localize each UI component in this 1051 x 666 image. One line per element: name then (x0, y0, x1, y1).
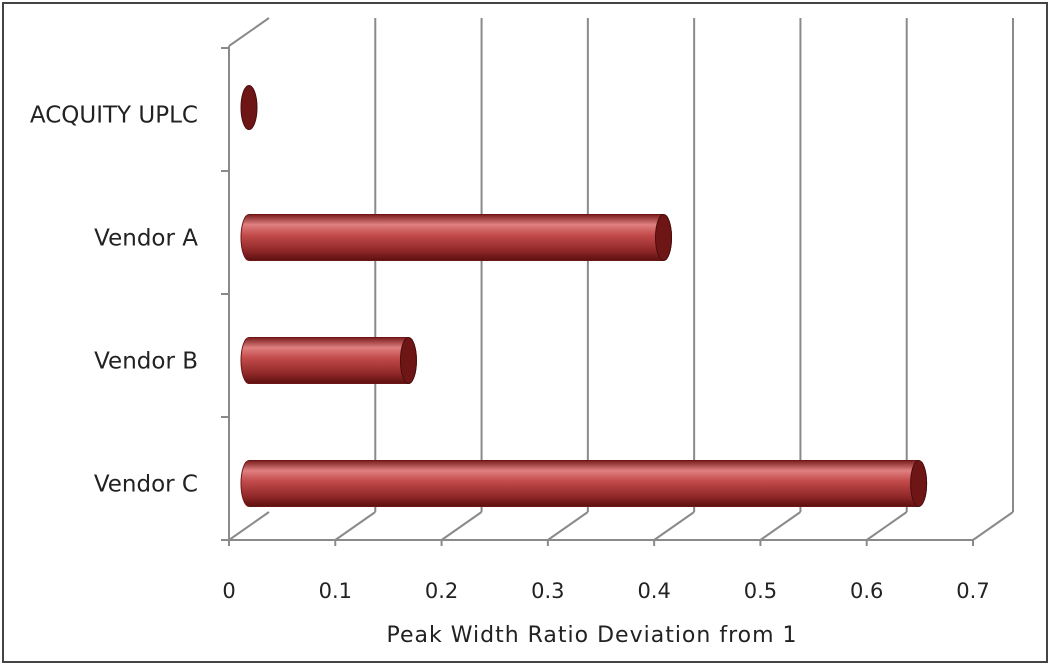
floor-gridline (759, 511, 802, 541)
bar-body (240, 337, 417, 384)
x-tick-label: 0.4 (637, 579, 670, 603)
x-tick-label: 0.1 (319, 579, 352, 603)
floor-gridline (547, 511, 589, 541)
floor-gridline (440, 511, 483, 541)
bar (240, 337, 417, 384)
x-axis-title: Peak Width Ratio Deviation from 1 (386, 623, 797, 648)
bar-body (240, 460, 928, 507)
category-label: Vendor B (94, 349, 198, 375)
floor-gridline (334, 511, 376, 541)
bar (240, 214, 673, 261)
left-wall-top-edge (228, 17, 270, 47)
x-tick-label: 0.6 (850, 579, 883, 603)
labels-layer: 0 0.1 0.2 0.3 0.4 0.5 0.6 0.7 ACQUITY UPLC Vendor… (30, 103, 990, 604)
x-tick-label: 0.2 (425, 579, 458, 603)
bars-layer (240, 85, 928, 507)
bar-end-cap (655, 214, 673, 261)
x-tick-label: 0.7 (956, 579, 989, 603)
bar-body (240, 214, 672, 261)
floor-gridline (228, 511, 270, 541)
bar (240, 85, 258, 130)
bar-end-cap (910, 460, 928, 507)
grid-layer (221, 17, 1014, 546)
floor-gridline (972, 511, 1014, 541)
category-label: Vendor C (94, 472, 198, 498)
x-tick-label: 0 (222, 579, 235, 603)
x-tick-label: 0.3 (531, 579, 564, 603)
category-label: ACQUITY UPLC (30, 103, 198, 129)
floor-gridline (866, 511, 908, 541)
bar-end-cap (240, 85, 258, 130)
x-tick-label: 0.5 (744, 579, 777, 603)
bar (240, 460, 928, 507)
bar-end-cap (399, 337, 417, 384)
floor-gridline (653, 511, 695, 541)
category-label: Vendor A (94, 226, 198, 252)
